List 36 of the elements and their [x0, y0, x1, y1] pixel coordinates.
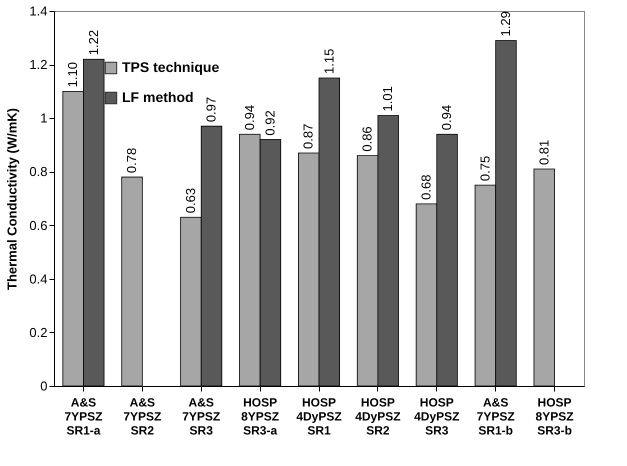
- x-tick-label: A&S 7YPSZ SR3: [182, 396, 220, 438]
- x-tick-label: A&S 7YPSZ SR1-a: [64, 396, 102, 438]
- y-tick-label: 1.4: [29, 4, 48, 18]
- data-label: 0.87: [300, 124, 316, 149]
- x-tick-label: HOSP 8YPSZ SR3-a: [241, 396, 280, 438]
- data-label: 0.75: [477, 156, 492, 182]
- data-label: 0.78: [124, 148, 140, 174]
- data-label: 0.68: [418, 174, 434, 200]
- y-axis-title: Thermal Conductivity (W/mK): [4, 108, 20, 290]
- data-label: 0.81: [536, 140, 552, 166]
- data-label: 0.94: [439, 104, 454, 130]
- y-tick-label: 0.8: [29, 164, 48, 180]
- data-label: 0.92: [262, 110, 278, 136]
- data-label: 1.22: [86, 30, 101, 56]
- x-tick-label: HOSP 4DyPSZ SR1: [296, 396, 342, 438]
- legend-label: TPS technique: [122, 59, 220, 75]
- data-label: 0.97: [204, 96, 219, 122]
- y-tick-label: 0.6: [29, 218, 48, 233]
- y-tick-label: 0: [40, 378, 48, 394]
- legend-label: LF method: [122, 89, 194, 105]
- x-tick-label: HOSP 4DyPSZ SR2: [355, 396, 401, 438]
- x-tick-label: HOSP 4DyPSZ SR3: [414, 396, 460, 438]
- data-label: 1.01: [380, 86, 396, 112]
- data-label: 1.10: [65, 62, 80, 88]
- data-label: 0.94: [242, 104, 257, 130]
- y-tick-label: 1.2: [29, 57, 48, 72]
- data-label: 1.15: [321, 48, 336, 74]
- y-tick-label: 0.2: [29, 324, 48, 340]
- x-tick-label: A&S 7YPSZ SR1-b: [476, 396, 515, 438]
- y-tick-label: 1: [40, 110, 48, 126]
- data-label: 0.63: [182, 188, 198, 214]
- y-tick-label: 0.4: [29, 271, 48, 286]
- data-label: 0.86: [360, 126, 375, 152]
- x-tick-label: HOSP 8YPSZ SR3-b: [536, 396, 574, 438]
- data-label: 1.29: [498, 11, 513, 36]
- x-tick-label: A&S 7YPSZ SR2: [123, 396, 162, 438]
